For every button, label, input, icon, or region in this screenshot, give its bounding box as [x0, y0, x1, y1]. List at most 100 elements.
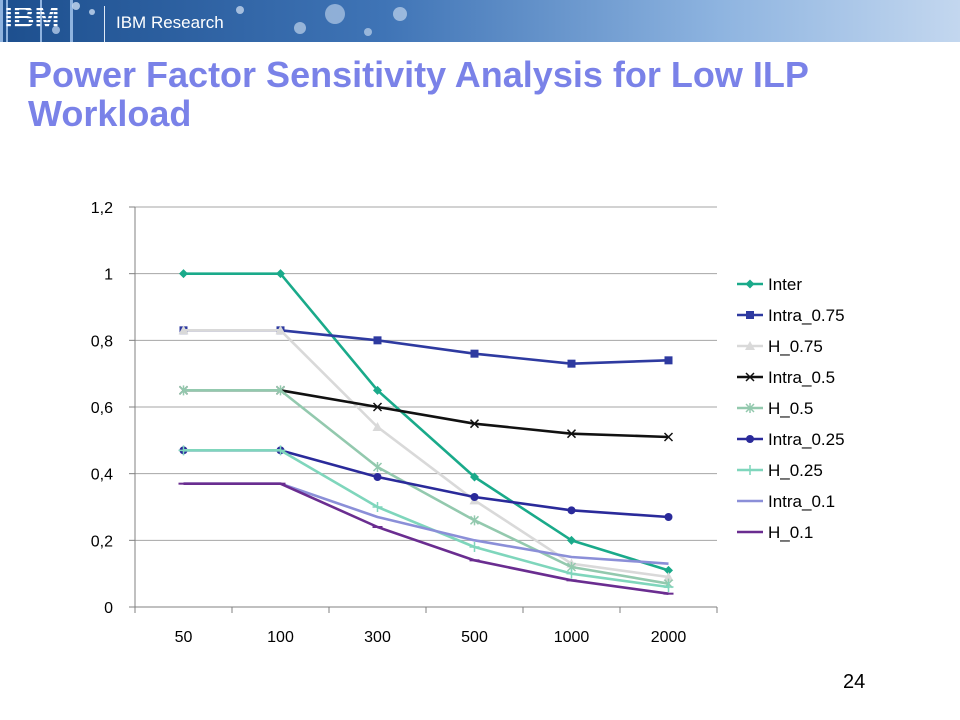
banner-stripe — [70, 0, 73, 42]
banner-divider — [104, 6, 105, 42]
data-point — [373, 473, 382, 481]
axes: 0 0,2 0,4 0,6 0,8 1 1,2 50 100 300 500 1000 2000 — [91, 200, 718, 646]
data-point — [664, 513, 673, 521]
legend-item: H_0.1 — [737, 523, 813, 542]
legend-item: Intra_0.1 — [737, 492, 835, 511]
data-point — [745, 465, 755, 475]
bubble — [52, 26, 60, 34]
series-line — [183, 482, 669, 565]
series-line — [183, 389, 669, 585]
header-banner: IBM Research IBM — [0, 0, 960, 42]
data-point — [178, 385, 189, 396]
data-point — [663, 572, 674, 581]
data-point — [372, 422, 383, 431]
ibm-logo-text: IBM — [5, 1, 60, 32]
legend-item: H_0.5 — [737, 399, 813, 418]
data-point — [470, 349, 479, 358]
series-intra-0-1 — [183, 482, 669, 565]
series-h-0-1 — [178, 482, 674, 595]
legend-item: Intra_0.75 — [737, 306, 845, 325]
bubble — [89, 9, 95, 15]
y-tick-label: 0,6 — [91, 400, 113, 417]
series-line — [183, 329, 669, 365]
data-point — [275, 445, 286, 456]
series-intra-0-75 — [179, 326, 673, 368]
data-point — [745, 341, 755, 350]
banner-stripe — [6, 0, 8, 42]
data-point — [746, 435, 754, 443]
legend-label: Intra_0.5 — [768, 368, 835, 387]
data-point — [276, 269, 285, 279]
legend-label: Intra_0.25 — [768, 430, 845, 449]
series-line — [183, 482, 669, 595]
bubbles-graphic — [0, 0, 407, 42]
data-point — [745, 279, 755, 289]
x-tick-label: 100 — [267, 629, 294, 646]
x-tick-label: 1000 — [554, 629, 590, 646]
data-point — [567, 535, 576, 545]
data-point — [664, 565, 673, 575]
data-point — [566, 429, 577, 439]
data-point — [567, 506, 576, 515]
data-point — [372, 462, 383, 472]
data-point — [275, 385, 286, 396]
data-point — [566, 568, 577, 579]
series-line — [183, 272, 669, 572]
banner-stripe — [0, 0, 3, 42]
legend-item: H_0.75 — [737, 337, 823, 356]
data-point — [275, 325, 286, 335]
bubble — [294, 22, 306, 34]
series-line — [183, 329, 669, 579]
data-point — [178, 325, 189, 335]
data-point — [745, 372, 755, 382]
legend-label: H_0.1 — [768, 523, 813, 542]
y-tick-label: 0,2 — [91, 533, 113, 550]
y-tick-label: 0 — [104, 600, 113, 617]
x-tick-label: 50 — [175, 629, 193, 646]
legend-label: H_0.75 — [768, 337, 823, 356]
data-point — [372, 502, 383, 512]
legend-label: H_0.5 — [768, 399, 813, 418]
data-point — [179, 269, 188, 279]
data-point — [469, 542, 480, 552]
data-point — [469, 419, 480, 429]
series-inter — [179, 269, 673, 575]
series-line — [183, 449, 669, 589]
data-point — [178, 445, 189, 456]
legend-label: H_0.25 — [768, 461, 823, 480]
x-tick-label: 300 — [364, 629, 391, 646]
data-point — [663, 582, 674, 592]
legend: Inter Intra_0.75 H_0.75 Intra_0.5 H_0.5 Intra… — [737, 275, 845, 542]
data-point — [373, 385, 382, 395]
legend-label: Intra_0.1 — [768, 492, 835, 511]
legend-label: Intra_0.75 — [768, 306, 845, 325]
series-h-0-25 — [178, 445, 674, 592]
y-tick-label: 0,8 — [91, 333, 113, 350]
data-point — [664, 356, 673, 365]
y-tick-label: 1,2 — [91, 200, 113, 217]
data-point — [745, 403, 755, 413]
data-point — [663, 432, 674, 442]
banner-stripe — [40, 0, 42, 42]
data-point — [373, 336, 382, 345]
gridlines — [135, 206, 717, 608]
data-point — [372, 402, 383, 412]
series-line — [183, 389, 669, 439]
series-lines — [178, 269, 674, 595]
legend-item: Intra_0.25 — [737, 430, 845, 449]
data-point — [746, 311, 754, 319]
legend-item: Intra_0.5 — [737, 368, 835, 387]
legend-label: Inter — [768, 275, 802, 294]
brand-label: IBM Research — [116, 13, 224, 32]
bubble — [364, 28, 372, 36]
bubble — [393, 7, 407, 21]
y-tick-label: 0,4 — [91, 467, 113, 484]
page-number: 24 — [843, 671, 866, 693]
data-point — [567, 359, 576, 368]
bubble — [236, 6, 244, 14]
data-point — [469, 515, 480, 526]
y-tick-label: 1 — [104, 267, 113, 284]
slide-title: Power Factor Sensitivity Analysis for Lo… — [28, 54, 809, 134]
data-point — [470, 493, 479, 501]
